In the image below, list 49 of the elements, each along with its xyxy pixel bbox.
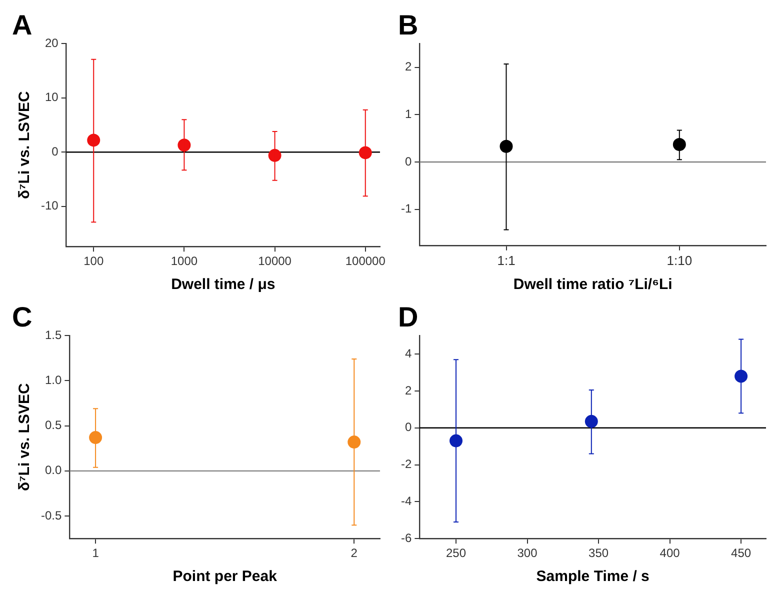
y-tick-label: 4 bbox=[404, 346, 412, 360]
x-tick-label: 1 bbox=[92, 546, 100, 560]
y-tick-label: 2 bbox=[404, 383, 412, 398]
y-tick-label: -6 bbox=[401, 530, 412, 545]
point bbox=[178, 138, 191, 152]
point bbox=[450, 434, 463, 448]
y-tick-label: 0 bbox=[404, 154, 412, 168]
x-tick-label: 450 bbox=[731, 546, 752, 560]
x-axis-title: Point per Peak bbox=[172, 568, 278, 586]
point bbox=[734, 370, 748, 383]
x-axis-title: Dwell time ratio ⁷Li/⁶Li bbox=[513, 276, 672, 294]
x-tick-label: 1000 bbox=[170, 254, 198, 268]
y-tick-label: 10 bbox=[44, 90, 59, 104]
y-tick-label: 0 bbox=[404, 420, 412, 434]
x-tick-label: 400 bbox=[660, 546, 680, 560]
point bbox=[358, 146, 372, 160]
x-axis-title: Sample Time / s bbox=[536, 568, 650, 586]
x-tick-label: 1:1 bbox=[497, 252, 516, 268]
y-tick-label: 0 bbox=[52, 144, 59, 158]
x-tick-label: 250 bbox=[446, 546, 466, 560]
x-tick-label: 1:10 bbox=[666, 252, 692, 268]
chart-title: C bbox=[12, 302, 32, 333]
y-axis-title: δ⁷Li vs. LSVEC bbox=[16, 91, 34, 200]
y-tick-label: 0.0 bbox=[44, 463, 62, 478]
point bbox=[268, 148, 282, 162]
x-tick-label: 10000 bbox=[258, 254, 292, 268]
y-tick-label: 1.0 bbox=[44, 373, 62, 388]
x-tick-label: 100 bbox=[84, 254, 104, 268]
y-tick-label: 1 bbox=[404, 106, 412, 121]
y-tick-label: 2 bbox=[404, 60, 412, 74]
y-tick-label: 20 bbox=[44, 36, 59, 50]
y-tick-label: -2 bbox=[401, 457, 412, 472]
y-tick-label: 0.5 bbox=[44, 418, 62, 432]
y-tick-label: -1 bbox=[401, 202, 412, 216]
y-axis-title: δ⁷Li vs. LSVEC bbox=[16, 383, 34, 492]
x-tick-label: 300 bbox=[517, 546, 538, 560]
point bbox=[584, 414, 598, 428]
y-tick-label: 1.5 bbox=[44, 328, 62, 342]
chart-title: D bbox=[398, 302, 418, 333]
chart-title: A bbox=[12, 10, 32, 41]
y-tick-label: -4 bbox=[401, 494, 412, 508]
point bbox=[87, 134, 100, 147]
x-tick-label: 100000 bbox=[345, 254, 386, 268]
y-tick-label: -10 bbox=[41, 198, 59, 213]
x-tick-label: 350 bbox=[588, 546, 609, 560]
chart-title: B bbox=[398, 10, 418, 41]
x-axis-title: Dwell time / μs bbox=[171, 276, 276, 294]
x-tick-label: 2 bbox=[350, 546, 358, 560]
y-tick-label: -0.5 bbox=[40, 508, 62, 522]
